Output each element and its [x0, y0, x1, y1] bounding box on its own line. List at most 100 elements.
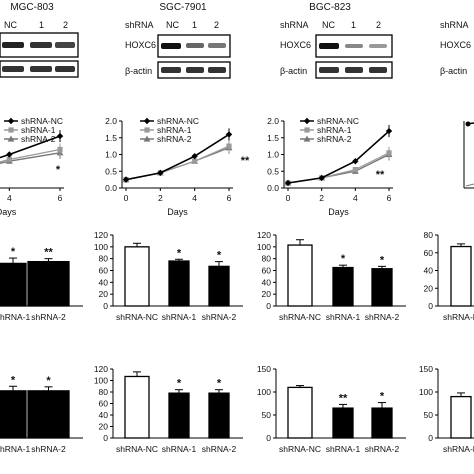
blot-row-label: HOXC6: [280, 40, 311, 50]
data-point: [56, 132, 64, 140]
blot-row-label: shRNA: [280, 20, 309, 30]
blot-band: [345, 44, 363, 48]
data-point: [8, 127, 14, 133]
x-category-label: shRNA-2: [202, 444, 237, 454]
legend-label: shRNA-2: [21, 134, 56, 144]
bar-chart-col4-b: 0 50 100 150 shRNA-N: [419, 364, 474, 454]
x-category-label: shRNA-N: [443, 444, 474, 454]
series-line: [0, 152, 61, 165]
data-point: [6, 156, 12, 163]
bar: [371, 407, 393, 439]
bar: [0, 390, 27, 439]
y-tick-label: 1.0: [267, 150, 279, 160]
x-category-label: shRNA-2: [31, 312, 66, 322]
significance-mark: *: [341, 253, 346, 265]
blot-frame: [0, 60, 79, 78]
blot-lane-label: 2: [63, 20, 68, 30]
y-tick-label: 100: [257, 242, 271, 252]
data-point: [352, 158, 359, 165]
blot-band: [345, 67, 363, 73]
x-category-label: shRNA-1: [326, 444, 361, 454]
blot-mgc803: NC 1 2: [0, 20, 79, 78]
blot-band: [369, 44, 387, 48]
data-point: [303, 135, 311, 142]
blot-row-label: shRNA: [125, 20, 154, 30]
legend-label: shRNA-NC: [317, 116, 359, 126]
data-point: [7, 135, 15, 142]
y-tick-label: 40: [424, 266, 434, 276]
data-point: [304, 127, 310, 133]
blot-band: [319, 43, 339, 49]
data-point: [226, 143, 232, 149]
bar: [208, 265, 230, 307]
x-category-label: shRNA-2: [31, 444, 66, 454]
x-tick-label: 2: [319, 193, 324, 203]
y-tick-label: 100: [94, 376, 108, 386]
panel-title-bgc823: BGC-823: [309, 2, 351, 13]
x-axis-label: Days: [328, 207, 349, 217]
blot-band: [2, 66, 24, 72]
x-category-label: shRNA-2: [365, 312, 400, 322]
blot-lane-label: 2: [214, 20, 219, 30]
blot-band: [161, 43, 181, 49]
bar: [208, 392, 230, 439]
significance-mark: **: [44, 247, 53, 259]
blot-band: [319, 67, 339, 73]
series-line: [0, 135, 61, 159]
y-tick-label: 0.5: [105, 166, 117, 176]
series-line: [0, 148, 61, 163]
blot-frame: [0, 32, 79, 58]
y-tick-label: 0: [266, 301, 271, 311]
blot-lane-label: 1: [192, 20, 197, 30]
y-tick-label: 80: [99, 387, 109, 397]
legend-label: shRNA-2: [157, 134, 192, 144]
x-tick-label: 4: [7, 193, 12, 203]
panel-title-mgc803: MGC-803: [10, 2, 54, 13]
x-category-label: shRNA-1: [162, 312, 197, 322]
legend-label: shRNA-NC: [21, 116, 63, 126]
x-category-label: shRNA-1: [0, 444, 31, 454]
blot-bgc823: shRNA NC 1 2 HOXC6 β-actin: [280, 20, 393, 79]
data-point: [143, 117, 151, 125]
bar: [168, 260, 190, 307]
data-point: [386, 150, 392, 156]
significance-mark: *: [380, 254, 385, 266]
data-point: [57, 146, 63, 153]
y-tick-label: 50: [262, 410, 272, 420]
series-line: [287, 130, 390, 184]
blot-lane-label: NC: [4, 20, 17, 30]
significance-mark: *: [177, 378, 182, 390]
x-category-label: shRNA-1: [326, 312, 361, 322]
blot-band: [55, 66, 75, 72]
blot-band: [208, 43, 226, 48]
y-tick-label: 120: [257, 230, 271, 240]
blot-row-label: β-actin: [125, 66, 152, 76]
y-tick-label: 0: [103, 301, 108, 311]
blot-band: [30, 66, 52, 72]
x-category-label: shRNA-2: [202, 312, 237, 322]
significance-mark: *: [11, 374, 16, 386]
blot-band: [186, 67, 204, 73]
y-tick-label: 0.0: [105, 183, 117, 193]
bar-chart-bgc823-b: 0 50 100 150 shRNA-NC ** shRNA-1 * shRNA-2: [257, 364, 406, 454]
bar-chart-mgc803-a: * shRNA-1 ** shRNA-2: [0, 246, 83, 322]
y-tick-label: 120: [94, 364, 108, 374]
bar-chart-mgc803-b: * shRNA-1 * shRNA-2: [0, 374, 83, 454]
blot-frame: [157, 34, 231, 58]
series-line: [125, 145, 230, 181]
significance-mark: *: [56, 164, 61, 176]
data-point: [225, 131, 233, 138]
y-tick-label: 100: [257, 387, 271, 397]
legend-label: shRNA-2: [317, 134, 352, 144]
y-tick-label: 1.0: [105, 150, 117, 160]
blot-lane-label: 2: [376, 20, 381, 30]
y-tick-label: 80: [262, 254, 272, 264]
significance-mark: **: [241, 155, 250, 167]
y-tick-label: 100: [419, 387, 433, 397]
bar: [287, 244, 313, 307]
